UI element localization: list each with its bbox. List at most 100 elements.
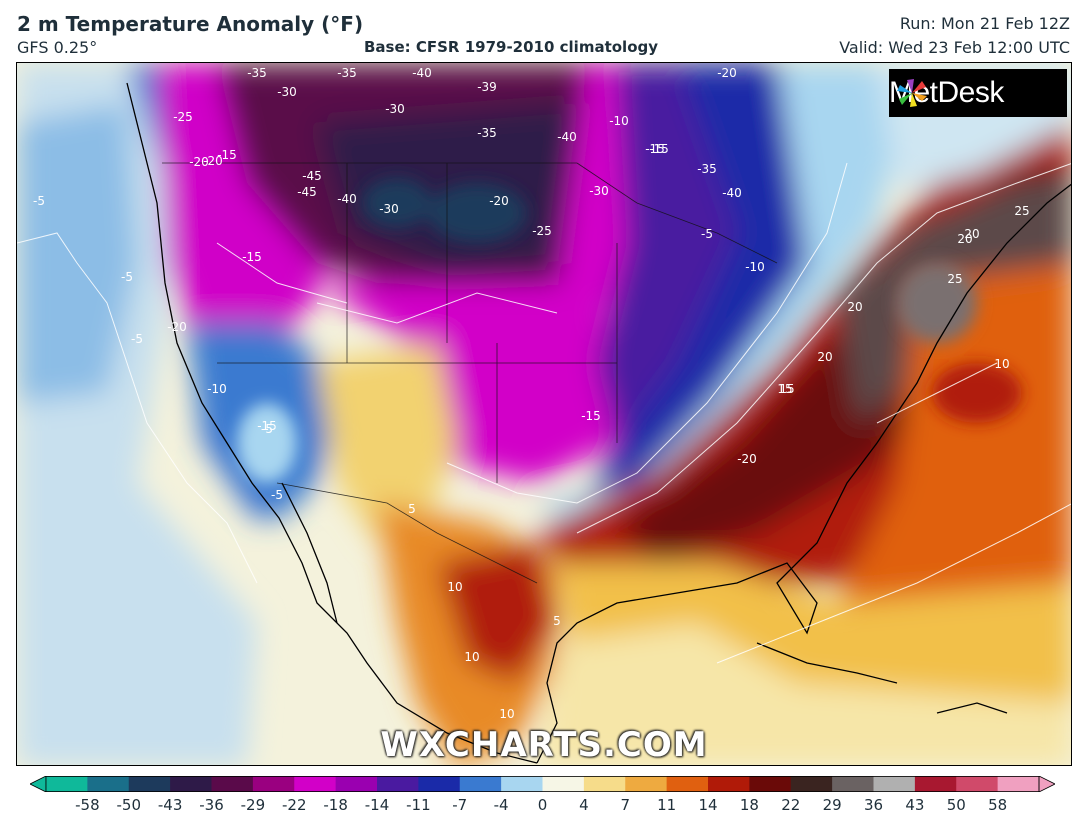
contour-label: 10: [499, 707, 514, 721]
colorbar-segment: [873, 776, 916, 792]
contour-label: 15: [779, 382, 794, 396]
contour-label: -20: [737, 452, 757, 466]
contour-label: -5: [271, 488, 283, 502]
colorbar-tick-label: 29: [822, 796, 842, 814]
colorbar-segment: [749, 776, 792, 792]
contour-label: -40: [412, 66, 432, 80]
colorbar-tick-label: -14: [364, 796, 390, 814]
contour-label: 25: [1014, 204, 1029, 218]
contour-label: 20: [847, 300, 862, 314]
colorbar-tick-label: -50: [116, 796, 142, 814]
colorbar-tick-label: 18: [739, 796, 759, 814]
contour-label: -10: [745, 260, 765, 274]
contour-label: -40: [722, 186, 742, 200]
colorbar-tick-label: 7: [620, 796, 631, 814]
contour-label: -15: [217, 148, 237, 162]
contour-label: -35: [477, 126, 497, 140]
contour-label: 15: [777, 382, 792, 396]
colorbar-segment: [252, 776, 295, 792]
metdesk-logo: MetDesk: [889, 69, 1067, 117]
colorbar-ticks: -58 -50 -43 -36 -29 -22 -18 -14 -11 -7 -4 0 4 7 11 14 18…: [0, 796, 1076, 820]
contour-label: -5: [121, 270, 133, 284]
colorbar-segment: [87, 776, 130, 792]
colorbar-segment: [997, 776, 1040, 792]
contour-label: 10: [994, 357, 1009, 371]
colorbar-segment: [128, 776, 171, 792]
contour-label: -35: [697, 162, 717, 176]
climatology-base-label: Base: CFSR 1979-2010 climatology: [364, 38, 659, 56]
colorbar-segment: [170, 776, 213, 792]
colorbar-tick-label: -58: [75, 796, 100, 814]
colorbar-tick-label: -11: [406, 796, 431, 814]
contour-label: -15: [649, 142, 669, 156]
contour-label: 20: [964, 227, 979, 241]
colorbar-tick-label: 11: [657, 796, 677, 814]
contour-label: -35: [247, 66, 267, 80]
contour-label: 10: [447, 580, 462, 594]
colorbar-tick-label: 50: [946, 796, 966, 814]
contour-label: -39: [477, 80, 497, 94]
colorbar-tick-label: -4: [493, 796, 509, 814]
colorbar-segment: [583, 776, 626, 792]
contour-label: -25: [173, 110, 193, 124]
contour-labels: -35-30-35 -40-39-30-35 -40-20-25-15-10-15-…: [33, 66, 1030, 721]
anomaly-field: -35-30-35 -40-39-30-35 -40-20-25-15-10-15-…: [17, 63, 1071, 765]
colorbar-segment: [418, 776, 461, 792]
contour-label: -45: [297, 185, 317, 199]
contour-label: -10: [207, 382, 227, 396]
colorbar-segment: [335, 776, 378, 792]
colorbar-tick-label: -7: [452, 796, 468, 814]
contour-label: -20: [489, 194, 509, 208]
contour-label: -35: [337, 66, 357, 80]
contour-label: -20: [167, 320, 187, 334]
contour-label: 5: [553, 614, 561, 628]
colorbar-segment: [832, 776, 875, 792]
colorbar-max-arrow: [1038, 776, 1055, 792]
colorbar-tick-label: 14: [698, 796, 718, 814]
contour-label: 10: [464, 650, 479, 664]
colorbar-segment: [914, 776, 957, 792]
colorbar-segment: [46, 776, 88, 792]
contour-label: -20: [717, 66, 737, 80]
colorbar-segment: [211, 776, 254, 792]
colorbar-tick-label: 43: [905, 796, 925, 814]
contour-label: -5: [33, 194, 45, 208]
contour-label: -20: [203, 154, 223, 168]
colorbar-tick-label: -43: [157, 796, 183, 814]
chart-title: 2 m Temperature Anomaly (°F): [17, 12, 364, 36]
colorbar-segment: [708, 776, 750, 792]
contour-label: -30: [379, 202, 399, 216]
contour-label: -30: [385, 102, 405, 116]
colorbar-segment: [501, 776, 544, 792]
colorbar-segment: [790, 776, 833, 792]
colorbar-segment: [666, 776, 709, 792]
contour-label: -30: [277, 85, 297, 99]
contour-label: -5: [701, 227, 713, 241]
colorbar-tick-label: 22: [781, 796, 801, 814]
colorbar-segment: [459, 776, 502, 792]
colorbar-tick-label: 36: [863, 796, 884, 814]
model-label: GFS 0.25°: [17, 38, 98, 57]
metdesk-pinwheel-icon: [897, 79, 927, 107]
colorbar-tick-label: 0: [537, 796, 548, 814]
valid-time-label: Valid: Wed 23 Feb 12:00 UTC: [839, 38, 1070, 57]
contour-label: -40: [337, 192, 357, 206]
contour-label: 5: [408, 502, 416, 516]
colorbar-tick-label: -36: [199, 796, 224, 814]
contour-label: -10: [609, 114, 629, 128]
contour-label: -20: [189, 155, 209, 169]
colorbar-segment: [377, 776, 419, 792]
contour-label: 25: [947, 272, 962, 286]
colorbar: [30, 776, 1055, 792]
contour-label: -15: [645, 142, 665, 156]
colorbar-tick-label: -18: [323, 796, 348, 814]
contour-label: -15: [242, 250, 262, 264]
contour-label: -30: [589, 184, 609, 198]
colorbar-tick-label: 4: [579, 796, 589, 814]
colorbar-tick-label: 58: [988, 796, 1008, 814]
colorbar-tick-label: -29: [240, 796, 266, 814]
contour-label: -40: [557, 130, 577, 144]
contour-label: -15: [257, 419, 277, 433]
watermark: WXCHARTS.COM: [380, 725, 708, 765]
contour-label: -5: [261, 422, 273, 436]
